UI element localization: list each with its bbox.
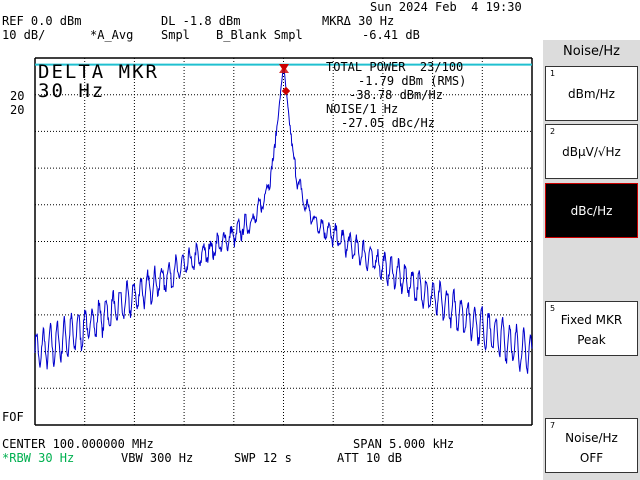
total-power-label: TOTAL POWER 23/100 (326, 60, 464, 74)
softkey-label-line2: Peak (577, 333, 606, 347)
softkey-label-line1: Noise/Hz (565, 431, 618, 445)
marker-delta-freq: MKRΔ 30 Hz (322, 14, 395, 28)
power-rms: -1.79 dBm (RMS) (358, 74, 467, 88)
spectrum-plot (34, 57, 533, 426)
frequency-span: SPAN 5.000 kHz (353, 437, 455, 451)
reference-marker-icon (279, 64, 289, 73)
resolution-bandwidth: *RBW 30 Hz (2, 451, 75, 465)
trace-a-mode: *A_Avg (90, 28, 134, 42)
noise-label: NOISE/1 Hz (326, 102, 399, 116)
softkey-number: 1 (550, 69, 556, 78)
scale-per-div: 10 dB/ (2, 28, 46, 42)
graticule (34, 57, 533, 426)
video-bandwidth: VBW 300 Hz (121, 451, 194, 465)
softkey-label-line1: Fixed MKR (560, 313, 623, 327)
trace-b-mode: B_Blank Smpl (216, 28, 303, 42)
softkey-fixed-mkr-peak[interactable]: 5 Fixed MKR Peak (545, 301, 638, 356)
softkey-number: 3 (550, 186, 556, 195)
softkey-label: dBc/Hz (570, 204, 613, 218)
datetime: Sun 2024 Feb 4 19:30 (370, 0, 522, 14)
softkey-panel: Noise/Hz 1 dBm/Hz 2 dBµV/√Hz 3 dBc/Hz 5 … (543, 40, 640, 480)
softkey-noise-hz-off[interactable]: 7 Noise/Hz OFF (545, 418, 638, 473)
spectrum-trace (34, 65, 533, 374)
softkey-number: 5 (550, 304, 556, 313)
analyzer-screen: Sun 2024 Feb 4 19:30 REF 0.0 dBm DL -1.8… (2, 0, 533, 465)
marker-delta-value: -6.41 dB (362, 28, 420, 42)
display-line-level: DL -1.8 dBm (161, 14, 241, 28)
center-frequency: CENTER 100.000000 MHz (2, 437, 154, 451)
noise-value: -27.05 dBc/Hz (341, 116, 435, 130)
delta-marker-icon (281, 86, 291, 96)
softkey-dbm-hz[interactable]: 1 dBm/Hz (545, 66, 638, 121)
power-density: -38.78 dBm/Hz (349, 88, 443, 102)
delta-marker-freq: 30 Hz (38, 80, 106, 102)
left-mark-top: 20 (10, 89, 25, 103)
attenuation: ATT 10 dB (337, 451, 403, 465)
softkey-dbc-hz[interactable]: 3 dBc/Hz (545, 183, 638, 238)
delta-marker-label: DELTA MKR (38, 61, 159, 83)
softkey-dbuv-rthz[interactable]: 2 dBµV/√Hz (545, 124, 638, 179)
softkey-menu-title: Noise/Hz (562, 44, 621, 59)
softkey-label: dBm/Hz (568, 87, 615, 101)
left-mark-bottom: 20 (10, 103, 25, 117)
softkey-label-line2: OFF (579, 451, 604, 465)
reference-level: REF 0.0 dBm (2, 14, 82, 28)
softkey-label: dBµV/√Hz (562, 145, 621, 159)
softkey-number: 2 (550, 127, 556, 136)
trace-a-detector: Smpl (161, 28, 190, 42)
fof-indicator: FOF (2, 410, 24, 424)
sweep-time: SWP 12 s (234, 451, 292, 465)
softkey-number: 7 (550, 421, 556, 430)
